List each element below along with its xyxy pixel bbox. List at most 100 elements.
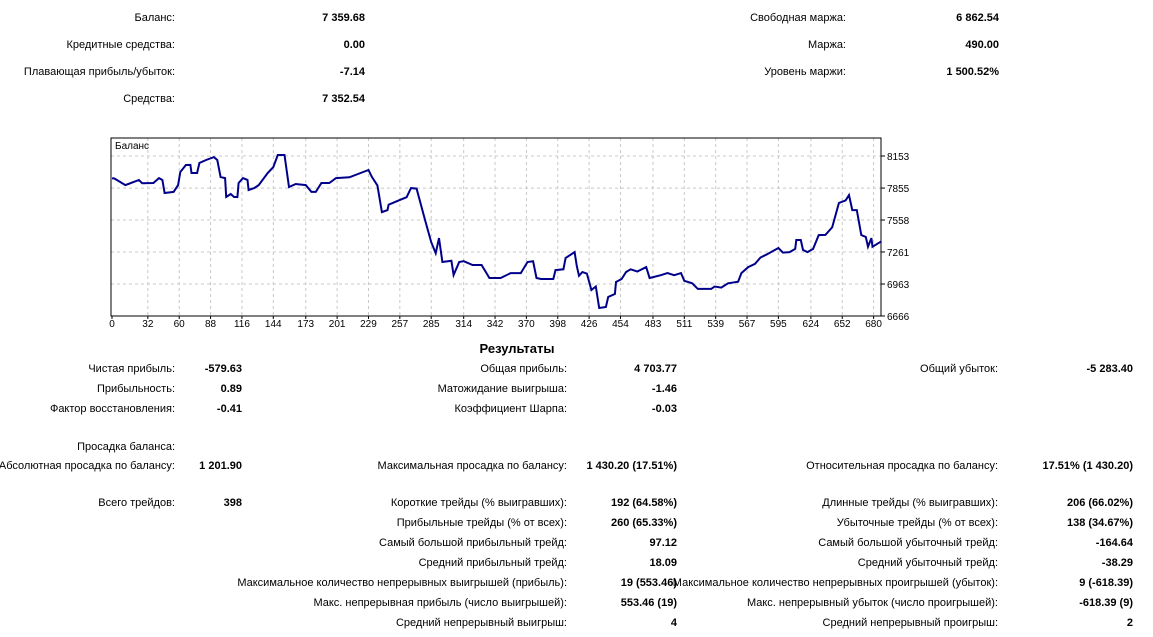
avg-cons-losses-label: Средний непрерывный проигрыш: (822, 617, 998, 629)
y-tick-label: 6963 (887, 280, 910, 291)
chart-frame (110, 137, 882, 317)
abs-drawdown-label: Абсолютная просадка по балансу: (0, 460, 175, 472)
avg-loss-label: Средний убыточный трейд: (857, 557, 998, 569)
drawdown-header: Просадка баланса: (77, 441, 175, 453)
long-trades-label: Длинные трейды (% выигравших): (822, 497, 998, 509)
max-cons-loss-value: -618.39 (9) (1079, 597, 1133, 609)
x-tick-label: 116 (234, 319, 250, 330)
x-tick-label: 60 (174, 319, 186, 330)
max-drawdown-value: 1 430.20 (17.51%) (586, 460, 677, 472)
expected-payoff-value: -1.46 (651, 383, 677, 395)
largest-profit-label: Самый большой прибыльный трейд: (379, 537, 567, 549)
margin-value: 490.00 (965, 39, 999, 51)
gross-profit-value: 4 703.77 (634, 363, 677, 375)
loss-trades-value: 138 (34.67%) (1066, 517, 1133, 529)
x-tick-label: 595 (770, 319, 787, 330)
chart-grid (111, 138, 881, 316)
x-tick-label: 511 (676, 319, 692, 330)
recovery-factor-value: -0.41 (216, 403, 242, 415)
short-trades-label: Короткие трейды (% выигравших): (390, 497, 567, 509)
x-tick-label: 229 (360, 319, 377, 330)
x-tick-label: 652 (834, 319, 851, 330)
expected-payoff-label: Матожидание выигрыша: (437, 383, 567, 395)
short-trades-value: 192 (64.58%) (610, 497, 677, 509)
max-cons-losses-label: Максимальное количество непрерывных прои… (672, 577, 998, 589)
avg-cons-wins-label: Средний непрерывный выигрыш: (395, 617, 567, 629)
avg-cons-wins-value: 4 (670, 617, 677, 629)
x-tick-label: 370 (518, 319, 535, 330)
gross-profit-label: Общая прибыль: (480, 363, 567, 375)
x-tick-label: 680 (865, 319, 882, 330)
max-cons-profit-value: 553.46 (19) (620, 597, 677, 609)
avg-profit-value: 18.09 (649, 557, 677, 569)
y-tick-label: 7558 (887, 216, 910, 227)
credit-value: 0.00 (343, 39, 365, 51)
results-title: Результаты (479, 341, 555, 356)
x-tick-label: 32 (142, 319, 154, 330)
max-cons-loss-label: Макс. непрерывный убыток (число проигрыш… (746, 597, 998, 609)
gross-loss-value: -5 283.40 (1086, 363, 1133, 375)
x-tick-label: 398 (549, 319, 566, 330)
largest-profit-value: 97.12 (649, 537, 677, 549)
sharpe-label: Коэффициент Шарпа: (454, 403, 567, 415)
x-tick-label: 483 (645, 319, 662, 330)
x-tick-label: 173 (297, 319, 314, 330)
free-margin-value: 6 862.54 (956, 12, 999, 24)
x-tick-label: 539 (707, 319, 724, 330)
total-trades-value: 398 (223, 497, 242, 509)
y-tick-label: 7855 (887, 184, 910, 195)
profit-factor-value: 0.89 (220, 383, 242, 395)
long-trades-value: 206 (66.02%) (1066, 497, 1133, 509)
floating-label: Плавающая прибыль/убыток: (23, 66, 175, 78)
x-tick-label: 257 (391, 319, 408, 330)
free-margin-label: Свободная маржа: (750, 12, 846, 24)
y-tick-label: 8153 (887, 152, 910, 163)
abs-drawdown-value: 1 201.90 (199, 460, 242, 472)
balance-chart: Баланс 0 32 60 88 116 144 173 201 229 257 285 314 34… (109, 137, 910, 330)
equity-value: 7 352.54 (322, 93, 365, 105)
max-cons-wins-label: Максимальное количество непрерывных выиг… (237, 577, 567, 589)
max-drawdown-label: Максимальная просадка по балансу: (377, 460, 567, 472)
x-tick-label: 314 (455, 319, 472, 330)
y-tick-label: 7261 (887, 248, 910, 259)
x-tick-label: 88 (205, 319, 217, 330)
total-trades-label: Всего трейдов: (98, 497, 175, 509)
x-tick-label: 0 (109, 319, 115, 330)
equity-label: Средства: (123, 93, 175, 105)
largest-loss-value: -164.64 (1095, 537, 1133, 549)
x-tick-label: 426 (581, 319, 598, 330)
x-tick-label: 201 (329, 319, 346, 330)
x-tick-label: 285 (423, 319, 440, 330)
profit-factor-label: Прибыльность: (96, 383, 175, 395)
sharpe-value: -0.03 (651, 403, 677, 415)
credit-label: Кредитные средства: (66, 39, 175, 51)
x-tick-label: 342 (487, 319, 504, 330)
avg-loss-value: -38.29 (1101, 557, 1133, 569)
x-tick-label: 567 (739, 319, 756, 330)
y-tick-label: 6666 (887, 312, 910, 323)
largest-loss-label: Самый большой убыточный трейд: (818, 537, 998, 549)
avg-profit-label: Средний прибыльный трейд: (418, 557, 567, 569)
balance-label: Баланс: (134, 12, 175, 24)
profit-trades-label: Прибыльные трейды (% от всех): (396, 517, 567, 529)
profit-trades-value: 260 (65.33%) (610, 517, 677, 529)
rel-drawdown-label: Относительная просадка по балансу: (806, 460, 998, 472)
margin-level-value: 1 500.52% (946, 66, 999, 78)
net-profit-label: Чистая прибыль: (88, 363, 175, 375)
x-tick-label: 624 (803, 319, 820, 330)
x-tick-label: 144 (265, 319, 282, 330)
balance-value: 7 359.68 (322, 12, 365, 24)
margin-level-label: Уровень маржи: (764, 66, 846, 78)
max-cons-losses-value: 9 (-618.39) (1079, 577, 1133, 589)
margin-label: Маржа: (807, 39, 846, 51)
balance-line (112, 154, 882, 310)
rel-drawdown-value: 17.51% (1 430.20) (1042, 460, 1133, 472)
recovery-factor-label: Фактор восстановления: (49, 403, 175, 415)
gross-loss-label: Общий убыток: (920, 363, 998, 375)
floating-value: -7.14 (339, 66, 365, 78)
chart-title: Баланс (115, 141, 149, 152)
x-tick-label: 454 (612, 319, 629, 330)
max-cons-profit-label: Макс. непрерывная прибыль (число выигрыш… (313, 597, 567, 609)
net-profit-value: -579.63 (204, 363, 242, 375)
avg-cons-losses-value: 2 (1126, 617, 1133, 629)
